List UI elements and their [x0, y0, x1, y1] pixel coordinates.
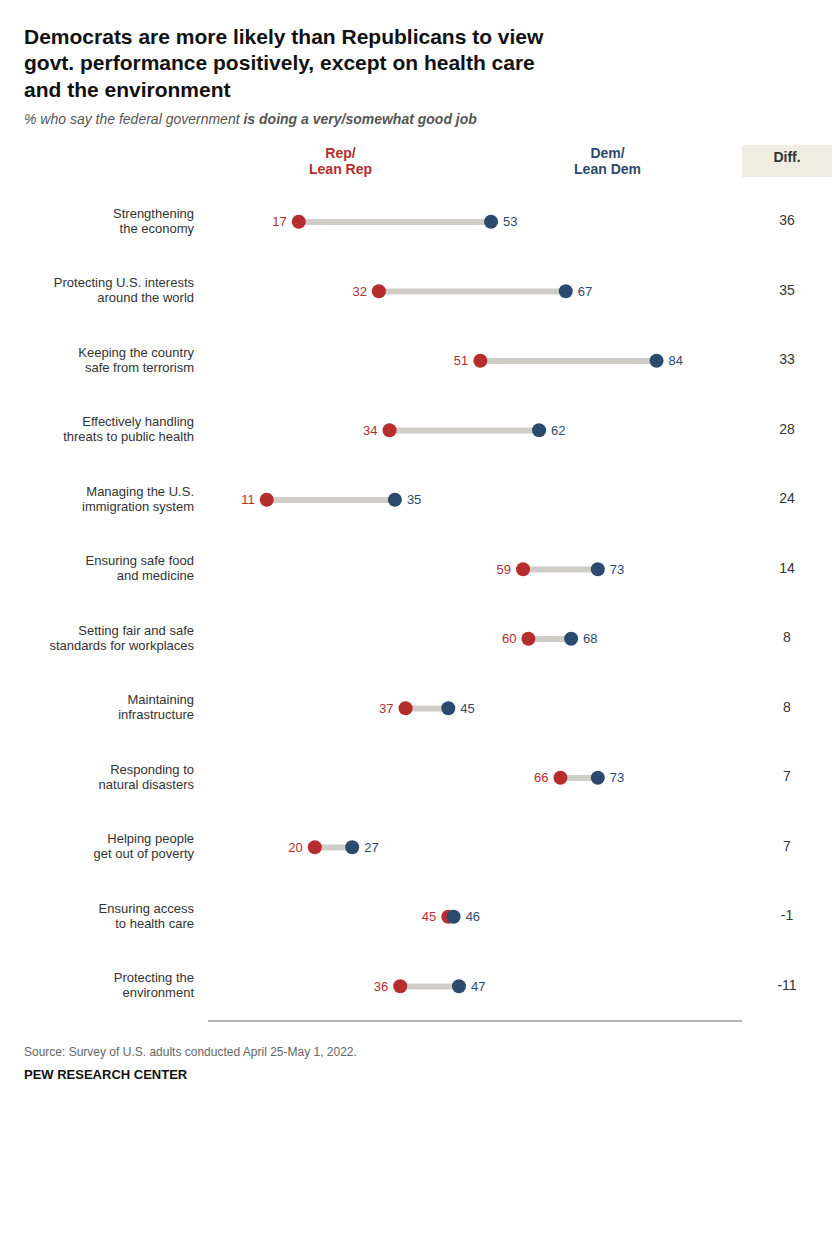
svg-text:47: 47 [471, 979, 485, 994]
svg-text:34: 34 [363, 423, 377, 438]
svg-text:36: 36 [779, 212, 795, 228]
svg-text:37: 37 [379, 701, 393, 716]
svg-text:45: 45 [422, 909, 436, 924]
svg-text:Helping peopleget out of pover: Helping peopleget out of poverty [94, 831, 195, 861]
svg-text:Effectively handlingthreats to: Effectively handlingthreats to public he… [63, 414, 194, 444]
svg-text:7: 7 [783, 838, 791, 854]
svg-text:-1: -1 [781, 907, 794, 923]
svg-text:24: 24 [779, 490, 795, 506]
svg-text:62: 62 [551, 423, 565, 438]
svg-text:36: 36 [374, 979, 388, 994]
svg-text:Protecting U.S. interestsaroun: Protecting U.S. interestsaround the worl… [54, 275, 195, 305]
svg-text:53: 53 [503, 214, 517, 229]
svg-text:84: 84 [669, 353, 683, 368]
svg-text:20: 20 [288, 840, 302, 855]
svg-text:Ensuring safe foodand medicine: Ensuring safe foodand medicine [86, 553, 194, 583]
svg-text:Protecting theenvironment: Protecting theenvironment [114, 970, 195, 1000]
svg-text:Ensuring accessto health care: Ensuring accessto health care [99, 900, 195, 930]
svg-text:32: 32 [352, 284, 366, 299]
svg-text:46: 46 [466, 909, 480, 924]
svg-text:Maintaininginfrastructure: Maintaininginfrastructure [118, 692, 194, 722]
svg-text:Strengtheningthe economy: Strengtheningthe economy [113, 205, 194, 235]
svg-text:8: 8 [783, 629, 791, 645]
svg-text:-11: -11 [777, 977, 796, 993]
svg-text:7: 7 [783, 768, 791, 784]
html-text:Democrats are more likely than: Democrats are more likely than Republica… [24, 25, 544, 101]
html-text:Source: Survey of U.S. adults: Source: Survey of U.S. adults conducted … [24, 1044, 357, 1059]
svg-text:14: 14 [779, 560, 795, 576]
svg-text:11: 11 [241, 492, 255, 507]
svg-text:45: 45 [460, 701, 474, 716]
svg-text:17: 17 [272, 214, 286, 229]
svg-text:66: 66 [534, 770, 548, 785]
svg-text:35: 35 [779, 282, 795, 298]
svg-text:28: 28 [779, 421, 795, 437]
svg-text:73: 73 [610, 770, 624, 785]
svg-text:27: 27 [364, 840, 378, 855]
svg-text:35: 35 [407, 492, 421, 507]
html-text:% who say the federal governme: % who say the federal government is doin… [24, 110, 477, 127]
html-text:Diff.: Diff. [773, 148, 801, 165]
svg-text:33: 33 [779, 351, 795, 367]
svg-text:60: 60 [502, 631, 516, 646]
svg-text:51: 51 [454, 353, 468, 368]
svg-text:Managing the U.S.immigration s: Managing the U.S.immigration system [82, 483, 194, 513]
svg-text:73: 73 [610, 562, 624, 577]
svg-text:59: 59 [497, 562, 511, 577]
svg-text:8: 8 [783, 699, 791, 715]
html-text:Dem/ Lean Dem: Dem/ Lean Dem [574, 144, 641, 177]
html-text:Rep/ Lean Rep: Rep/ Lean Rep [309, 144, 372, 177]
svg-text:67: 67 [578, 284, 592, 299]
svg-text:Keeping the countrysafe from t: Keeping the countrysafe from terrorism [78, 344, 194, 374]
svg-text:Setting fair and safestandards: Setting fair and safestandards for workp… [49, 622, 194, 652]
html-text:PEW RESEARCH CENTER: PEW RESEARCH CENTER [24, 1066, 188, 1082]
svg-text:Responding tonatural disasters: Responding tonatural disasters [99, 761, 195, 791]
svg-text:68: 68 [583, 631, 597, 646]
